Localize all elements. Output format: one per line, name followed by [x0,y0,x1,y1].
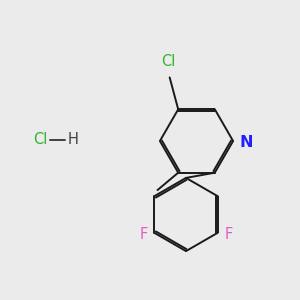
Text: N: N [239,135,253,150]
Text: Cl: Cl [161,54,175,69]
Text: Cl: Cl [34,132,48,147]
Text: F: F [140,227,148,242]
Text: F: F [224,227,232,242]
Text: H: H [68,132,79,147]
